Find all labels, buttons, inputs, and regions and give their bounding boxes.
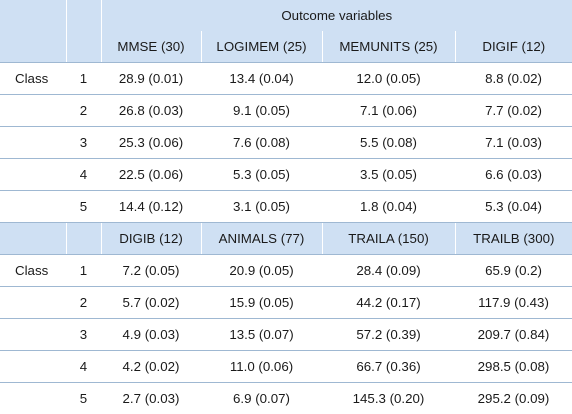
column-header: LOGIMEM (25) [201,31,322,63]
empty-cell [0,127,66,159]
table-row: 2 5.7 (0.02) 15.9 (0.05) 44.2 (0.17) 117… [0,287,572,319]
table-cell: 1.8 (0.04) [322,191,455,223]
column-header: MMSE (30) [101,31,201,63]
table-row: Class 1 7.2 (0.05) 20.9 (0.05) 28.4 (0.0… [0,255,572,287]
column-header: TRAILB (300) [455,223,572,255]
header-row-2: DIGIB (12) ANIMALS (77) TRAILA (150) TRA… [0,223,572,255]
table-cell: 3.1 (0.05) [201,191,322,223]
table-row: 2 26.8 (0.03) 9.1 (0.05) 7.1 (0.06) 7.7 … [0,95,572,127]
table-cell: 28.9 (0.01) [101,63,201,95]
table-cell: 14.4 (0.12) [101,191,201,223]
class-number: 5 [66,383,101,414]
row-label: Class [0,63,66,95]
table-cell: 5.3 (0.05) [201,159,322,191]
table-cell: 5.7 (0.02) [101,287,201,319]
column-header: DIGIF (12) [455,31,572,63]
table-cell: 298.5 (0.08) [455,351,572,383]
empty-cell [0,0,66,31]
column-header: TRAILA (150) [322,223,455,255]
class-number: 2 [66,95,101,127]
table-cell: 20.9 (0.05) [201,255,322,287]
table-row: 5 2.7 (0.03) 6.9 (0.07) 145.3 (0.20) 295… [0,383,572,414]
empty-cell [0,351,66,383]
table-cell: 2.7 (0.03) [101,383,201,414]
table-cell: 9.1 (0.05) [201,95,322,127]
table-row: 4 22.5 (0.06) 5.3 (0.05) 3.5 (0.05) 6.6 … [0,159,572,191]
table-cell: 25.3 (0.06) [101,127,201,159]
table-cell: 6.6 (0.03) [455,159,572,191]
table-cell: 5.5 (0.08) [322,127,455,159]
table-cell: 57.2 (0.39) [322,319,455,351]
empty-cell [0,159,66,191]
table-row: 5 14.4 (0.12) 3.1 (0.05) 1.8 (0.04) 5.3 … [0,191,572,223]
table-cell: 11.0 (0.06) [201,351,322,383]
class-number: 3 [66,127,101,159]
table-cell: 28.4 (0.09) [322,255,455,287]
table-cell: 117.9 (0.43) [455,287,572,319]
table-cell: 22.5 (0.06) [101,159,201,191]
table-cell: 44.2 (0.17) [322,287,455,319]
empty-cell [0,223,66,255]
table-cell: 7.1 (0.03) [455,127,572,159]
empty-cell [0,95,66,127]
table-cell: 295.2 (0.09) [455,383,572,414]
column-header: MEMUNITS (25) [322,31,455,63]
empty-cell [0,383,66,414]
table-cell: 26.8 (0.03) [101,95,201,127]
empty-cell [0,319,66,351]
class-number: 4 [66,159,101,191]
class-number: 3 [66,319,101,351]
table-cell: 15.9 (0.05) [201,287,322,319]
table-cell: 13.4 (0.04) [201,63,322,95]
table-row: 4 4.2 (0.02) 11.0 (0.06) 66.7 (0.36) 298… [0,351,572,383]
class-number: 1 [66,255,101,287]
table-cell: 6.9 (0.07) [201,383,322,414]
table-cell: 7.1 (0.06) [322,95,455,127]
table-cell: 7.6 (0.08) [201,127,322,159]
class-number: 1 [66,63,101,95]
class-number: 5 [66,191,101,223]
table-cell: 5.3 (0.04) [455,191,572,223]
table-cell: 8.8 (0.02) [455,63,572,95]
title-row: Outcome variables [0,0,572,31]
table-cell: 7.7 (0.02) [455,95,572,127]
table-cell: 12.0 (0.05) [322,63,455,95]
table-cell: 65.9 (0.2) [455,255,572,287]
empty-cell [0,31,66,63]
table-cell: 66.7 (0.36) [322,351,455,383]
table-row: 3 4.9 (0.03) 13.5 (0.07) 57.2 (0.39) 209… [0,319,572,351]
table-cell: 13.5 (0.07) [201,319,322,351]
empty-cell [66,223,101,255]
empty-cell [66,0,101,31]
table-cell: 3.5 (0.05) [322,159,455,191]
table-title: Outcome variables [101,0,572,31]
column-header: ANIMALS (77) [201,223,322,255]
header-row-1: MMSE (30) LOGIMEM (25) MEMUNITS (25) DIG… [0,31,572,63]
table-row: 3 25.3 (0.06) 7.6 (0.08) 5.5 (0.08) 7.1 … [0,127,572,159]
class-number: 2 [66,287,101,319]
table-cell: 4.9 (0.03) [101,319,201,351]
table-cell: 7.2 (0.05) [101,255,201,287]
row-label: Class [0,255,66,287]
table-cell: 145.3 (0.20) [322,383,455,414]
empty-cell [0,191,66,223]
column-header: DIGIB (12) [101,223,201,255]
table-cell: 209.7 (0.84) [455,319,572,351]
empty-cell [66,31,101,63]
table-cell: 4.2 (0.02) [101,351,201,383]
empty-cell [0,287,66,319]
class-number: 4 [66,351,101,383]
table-row: Class 1 28.9 (0.01) 13.4 (0.04) 12.0 (0.… [0,63,572,95]
